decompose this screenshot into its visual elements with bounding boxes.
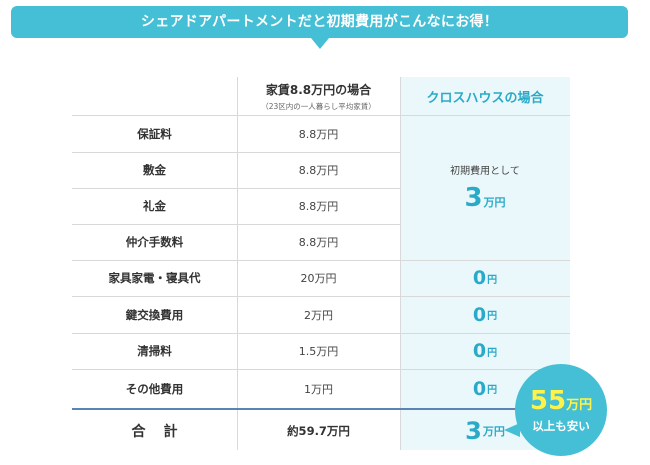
apartment-value-cell: 8.8万円	[237, 188, 400, 224]
row-divider	[72, 296, 570, 297]
crosshouse-value: 0	[472, 377, 487, 400]
apartment-value-cell: 8.8万円	[237, 115, 400, 152]
crosshouse-unit: 円	[487, 311, 498, 322]
row-label-cell: 鍵交換費用	[72, 296, 237, 333]
apartment-value-cell: 2万円	[237, 296, 400, 333]
apartment-value: 1万円	[304, 382, 333, 396]
total-label: 合計	[131, 424, 196, 440]
column-divider	[400, 77, 401, 450]
headline-banner: シェアドアパートメントだと初期費用がこんなにお得！	[11, 6, 628, 38]
apartment-value: 8.8万円	[298, 164, 339, 177]
savings-badge: 55万円 以上も安い	[515, 364, 607, 456]
apartment-value: 8.8万円	[298, 200, 339, 213]
crosshouse-initial-cost-cell: 初期費用として 3万円	[400, 115, 570, 260]
row-label: 敷金	[143, 163, 166, 177]
row-label-cell: 保証料	[72, 115, 237, 152]
savings-amount: 55万円	[530, 386, 592, 416]
savings-caption: 以上も安い	[532, 419, 590, 433]
apartment-value-cell: 8.8万円	[237, 152, 400, 188]
apartment-value: 1.5万円	[298, 345, 339, 358]
row-label: 保証料	[137, 126, 172, 141]
crosshouse-value: 0	[472, 340, 487, 362]
apartment-value: 8.8万円	[298, 127, 339, 141]
row-label: 家具家電・寝具代	[108, 271, 201, 285]
crosshouse-column-header: クロスハウスの場合	[400, 77, 570, 115]
crosshouse-unit: 円	[487, 385, 498, 396]
apartment-header-subtitle: （23区内の一人暮らし平均家賃）	[261, 101, 376, 111]
crosshouse-value: 0	[472, 267, 487, 289]
total-apartment-cell: 約59.7万円	[237, 410, 400, 452]
row-label-cell: 清掃料	[72, 333, 237, 369]
apartment-value-cell: 1.5万円	[237, 333, 400, 369]
column-divider	[237, 77, 238, 450]
crosshouse-header-title: クロスハウスの場合	[426, 90, 544, 106]
savings-unit: 万円	[566, 398, 593, 413]
total-crosshouse-unit: 万円	[482, 425, 505, 438]
apartment-value: 8.8万円	[298, 236, 339, 249]
row-label-cell: その他費用	[72, 369, 237, 408]
total-label-cell: 合計	[72, 410, 237, 452]
initial-cost-value: 3万円	[464, 183, 505, 213]
apartment-column-header: 家賃8.8万円の場合 （23区内の一人暮らし平均家賃）	[237, 77, 400, 115]
row-label: 清掃料	[137, 344, 172, 358]
apartment-value-cell: 20万円	[237, 260, 400, 296]
initial-cost-number: 3	[464, 183, 483, 213]
row-divider	[72, 260, 570, 261]
total-crosshouse-cell: 3 万円	[400, 410, 570, 452]
total-crosshouse-value: 3	[465, 417, 482, 445]
row-divider	[72, 333, 570, 334]
row-label-cell: 敷金	[72, 152, 237, 188]
row-label-cell: 礼金	[72, 188, 237, 224]
row-divider	[72, 224, 400, 225]
row-divider	[72, 152, 400, 153]
row-divider	[72, 369, 570, 370]
banner-pointer	[311, 38, 329, 49]
row-divider	[72, 188, 400, 189]
apartment-value-cell: 1万円	[237, 369, 400, 408]
row-label: 仲介手数料	[125, 235, 184, 249]
initial-cost-unit: 万円	[483, 196, 506, 209]
initial-cost-label: 初期費用として	[450, 166, 520, 177]
row-label: 鍵交換費用	[125, 307, 184, 322]
total-divider	[72, 408, 570, 410]
apartment-value: 20万円	[300, 272, 337, 285]
row-label-cell: 家具家電・寝具代	[72, 260, 237, 296]
total-apartment-value: 約59.7万円	[287, 424, 350, 438]
crosshouse-unit: 円	[487, 347, 498, 359]
row-label: その他費用	[125, 381, 184, 396]
crosshouse-unit: 円	[487, 274, 498, 286]
row-divider	[72, 115, 570, 116]
row-label-cell: 仲介手数料	[72, 224, 237, 260]
apartment-header-title: 家賃8.8万円の場合	[265, 82, 372, 97]
apartment-value: 2万円	[304, 308, 333, 322]
savings-number: 55	[529, 386, 567, 416]
apartment-value-cell: 8.8万円	[237, 224, 400, 260]
row-label: 礼金	[143, 199, 166, 213]
badge-pointer	[504, 423, 520, 437]
headline-text: シェアドアパートメントだと初期費用がこんなにお得！	[140, 14, 499, 30]
crosshouse-value: 0	[472, 303, 487, 326]
